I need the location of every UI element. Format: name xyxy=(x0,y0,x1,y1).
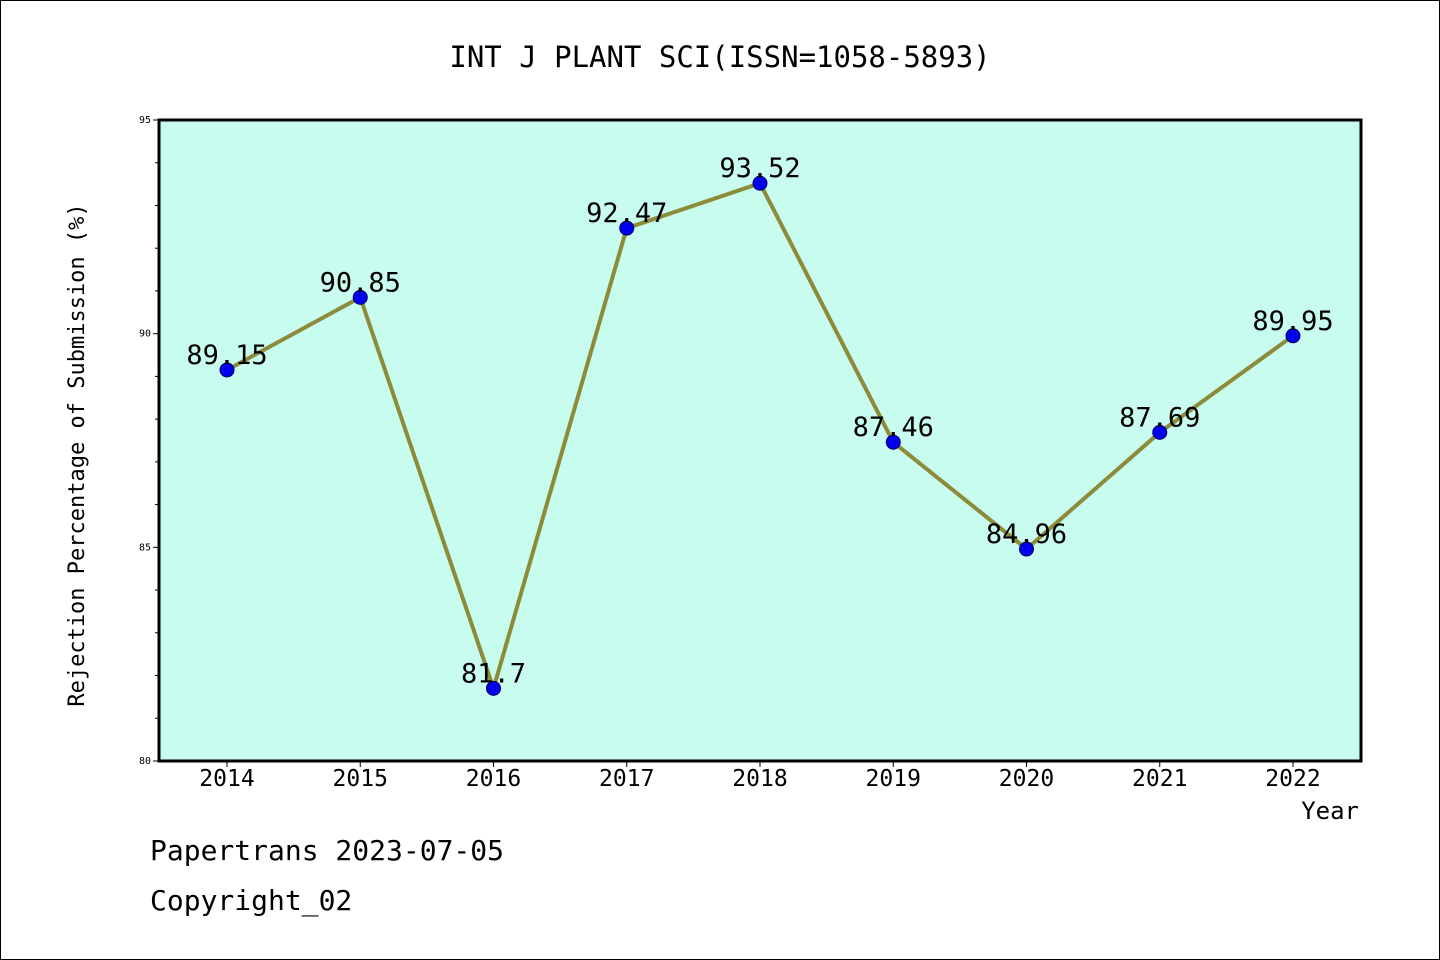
chart-title: INT J PLANT SCI(ISSN=1058-5893) xyxy=(449,40,990,74)
y-tick-label: 85 xyxy=(139,542,151,553)
data-label: 89.95 xyxy=(1252,306,1333,337)
footer-date-line: Papertrans 2023-07-05 xyxy=(150,834,505,867)
data-label: 89.15 xyxy=(186,340,267,371)
data-label: 93.52 xyxy=(719,153,800,184)
x-tick-label: 2018 xyxy=(732,766,787,792)
y-tick-label: 95 xyxy=(139,115,151,126)
x-tick-label: 2019 xyxy=(866,766,921,792)
y-axis: 80 85 90 95 xyxy=(139,115,159,767)
data-label: 92.47 xyxy=(586,198,667,229)
x-axis-label: Year xyxy=(1301,797,1359,825)
x-tick-label: 2017 xyxy=(599,766,654,792)
y-axis-label: Rejection Percentage of Submission (%) xyxy=(65,203,90,706)
series-markers xyxy=(219,175,1301,696)
data-point xyxy=(619,220,635,236)
data-label: 84.96 xyxy=(986,519,1067,550)
x-tick-label: 2014 xyxy=(199,766,254,792)
data-point xyxy=(1019,541,1034,557)
plot-area xyxy=(157,118,1363,763)
x-tick-label: 2016 xyxy=(466,766,521,792)
data-point xyxy=(486,680,501,696)
y-tick-label: 90 xyxy=(139,329,151,340)
data-point xyxy=(752,175,768,191)
x-tick-label: 2020 xyxy=(999,766,1054,792)
x-tick-label: 2022 xyxy=(1265,766,1320,792)
data-label: 81.7 xyxy=(461,658,526,689)
data-point xyxy=(352,289,368,305)
x-axis: 2014 2015 2016 2017 2018 2019 2020 2021 2022 xyxy=(199,761,1321,792)
x-tick-label: 2021 xyxy=(1132,766,1187,792)
data-point xyxy=(1152,424,1168,440)
x-tick-label: 2015 xyxy=(333,766,388,792)
data-point xyxy=(1285,328,1301,344)
y-tick-label: 80 xyxy=(139,756,151,767)
data-point xyxy=(219,362,235,378)
data-label: 87.69 xyxy=(1119,402,1200,433)
data-labels: 89.15 90.85 81.7 92.47 93.52 87.46 84.96 87.69 8… xyxy=(186,153,1333,689)
data-label: 87.46 xyxy=(853,412,934,443)
data-point xyxy=(885,434,901,450)
footer-copyright-line: Copyright_02 xyxy=(150,884,353,917)
data-label: 90.85 xyxy=(320,267,401,298)
